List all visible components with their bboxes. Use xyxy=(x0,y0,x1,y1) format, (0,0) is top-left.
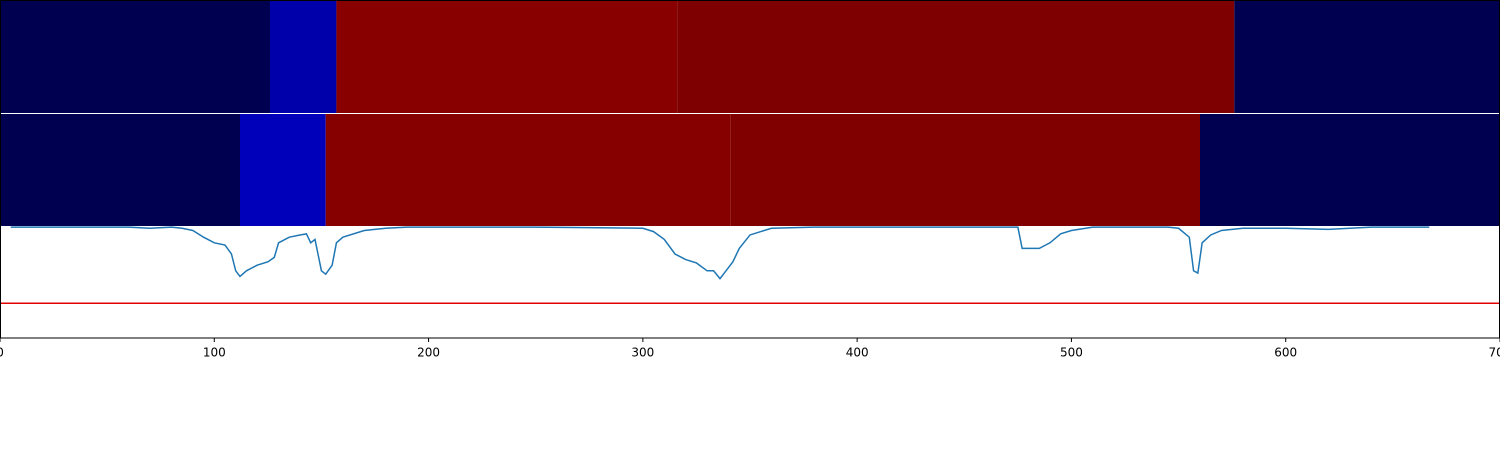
x-tick-label: 100 xyxy=(203,346,226,360)
x-tick-label: 700 xyxy=(1489,346,1500,360)
heatmap-cell xyxy=(1200,114,1500,226)
heatmap-cell xyxy=(270,1,337,113)
heatmap-cell xyxy=(0,114,240,226)
x-tick-label: 400 xyxy=(846,346,869,360)
x-tick-label: 200 xyxy=(417,346,440,360)
heatmap-cell xyxy=(730,114,1200,226)
x-tick-label: 300 xyxy=(631,346,654,360)
heatmap-cell xyxy=(240,114,326,226)
x-tick-label: 600 xyxy=(1274,346,1297,360)
heatmap-cell xyxy=(677,1,1235,113)
heatmap-cell xyxy=(336,1,678,113)
heatmap-cell xyxy=(325,114,731,226)
x-tick-label: 0 xyxy=(0,346,4,360)
heatmap-cell xyxy=(0,1,270,113)
line xyxy=(10,226,1430,280)
heatmap-cell xyxy=(1234,1,1500,113)
x-tick-label: 500 xyxy=(1060,346,1083,360)
